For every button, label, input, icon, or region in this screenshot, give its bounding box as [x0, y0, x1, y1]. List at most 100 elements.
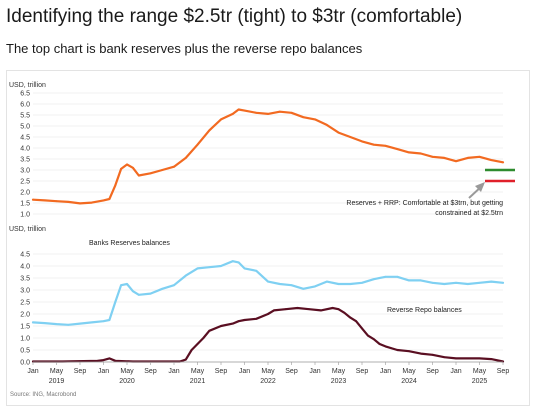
data-point: [502, 161, 504, 164]
data-point: [190, 349, 193, 351]
x-tick-month-label: May: [332, 368, 346, 375]
data-point: [149, 292, 152, 295]
data-point: [243, 109, 246, 112]
y-tick-label: 4.5: [20, 252, 30, 259]
y-tick-label: 1.5: [20, 201, 30, 208]
data-point: [372, 278, 375, 281]
data-point: [367, 334, 369, 337]
x-tick-month-label: May: [473, 368, 487, 375]
data-point: [43, 199, 46, 202]
data-point: [337, 283, 340, 285]
reverse-repo-line: [31, 306, 505, 363]
data-point: [355, 320, 357, 323]
x-tick-month-label: Jan: [309, 368, 320, 375]
data-point: [290, 284, 293, 287]
data-point: [90, 201, 93, 204]
data-point: [132, 290, 134, 293]
data-point: [278, 110, 281, 113]
x-tick-month-label: Sep: [215, 368, 228, 375]
data-point: [419, 352, 422, 355]
data-point: [431, 281, 434, 284]
y-tick-label: 4.0: [20, 146, 30, 153]
data-point: [284, 308, 287, 311]
page-subtitle: The top chart is bank reserves plus the …: [6, 41, 363, 56]
data-point: [384, 345, 387, 348]
y-tick-label: 1.0: [20, 336, 30, 343]
data-point: [108, 198, 111, 200]
data-point: [372, 338, 375, 341]
y-tick-label: 3.5: [20, 276, 30, 283]
x-tick-month-label: May: [50, 368, 64, 375]
data-point: [267, 280, 269, 283]
x-tick-month-label: Sep: [356, 368, 369, 375]
data-point: [378, 343, 381, 345]
data-point: [32, 198, 34, 201]
bottom-chart: USD, trillion 4.5 4.0 3.5 3.0 2.5 2.0 1.5 1.0 0.…: [9, 226, 509, 385]
reverse-repo-label: Reverse Repo balances: [387, 307, 462, 314]
x-tick-month-label: May: [261, 368, 275, 375]
data-point: [290, 111, 293, 114]
x-tick-year-label: 2021: [190, 378, 206, 385]
data-point: [308, 308, 310, 311]
data-point: [79, 202, 81, 205]
y-tick-label: 3.0: [20, 168, 30, 175]
bottom-series-labels: Banks Reserves balances Reverse Repo bala…: [89, 240, 462, 314]
y-tick-label: 6.5: [20, 91, 30, 98]
data-point: [126, 283, 128, 285]
bottom-series: [31, 260, 505, 363]
top-y-axis-label: USD, trillion: [9, 82, 46, 89]
x-tick-month-label: Jan: [239, 368, 250, 375]
data-point: [361, 140, 363, 143]
data-point: [255, 317, 258, 320]
data-point: [231, 260, 234, 263]
data-point: [502, 281, 504, 284]
data-point: [126, 163, 128, 166]
data-point: [196, 343, 199, 345]
y-tick-label: 0.5: [20, 348, 30, 355]
data-point: [196, 267, 199, 270]
data-point: [419, 152, 422, 155]
data-point: [466, 357, 469, 360]
x-tick-month-label: Jan: [380, 368, 391, 375]
x-tick-year-label: 2019: [49, 378, 65, 385]
data-point: [102, 320, 105, 323]
data-point: [337, 131, 340, 134]
data-point: [361, 281, 363, 284]
data-point: [349, 283, 352, 285]
data-point: [243, 267, 246, 270]
data-point: [120, 168, 122, 170]
top-chart: USD, trillion 6.5 6.0 5.5 5.0 4.5 4.0 3.5 3.0 2.…: [9, 82, 515, 219]
x-tick-month-label: Sep: [74, 368, 87, 375]
data-point: [114, 301, 117, 303]
annotation-text: constrained at $2.5trn: [435, 210, 503, 217]
y-tick-label: 5.5: [20, 113, 30, 120]
data-point: [337, 308, 340, 311]
data-point: [231, 113, 234, 115]
top-annotation: Reserves + RRP: Comfortable at $3trn, bu…: [346, 182, 503, 217]
data-point: [490, 280, 493, 283]
data-point: [431, 155, 434, 158]
data-point: [396, 148, 399, 150]
data-point: [408, 350, 410, 353]
data-point: [220, 118, 222, 121]
data-point: [278, 283, 281, 285]
bank-reserves-label: Banks Reserves balances: [89, 240, 170, 247]
x-tick-month-label: May: [191, 368, 205, 375]
data-point: [408, 279, 410, 282]
data-point: [208, 266, 211, 269]
data-point: [102, 199, 105, 202]
page-title: Identifying the range $2.5tr (tight) to …: [6, 6, 463, 27]
data-point: [149, 172, 152, 175]
data-point: [455, 281, 457, 284]
data-point: [208, 329, 211, 332]
data-point: [114, 359, 117, 362]
top-series: [31, 108, 505, 205]
data-point: [102, 359, 105, 361]
y-tick-label: 2.5: [20, 179, 30, 186]
data-point: [302, 287, 305, 290]
annotation-arrow-head: [475, 182, 485, 192]
data-point: [220, 265, 222, 267]
x-tick-month-label: Sep: [426, 368, 439, 375]
data-point: [455, 160, 457, 163]
data-point: [137, 293, 140, 296]
